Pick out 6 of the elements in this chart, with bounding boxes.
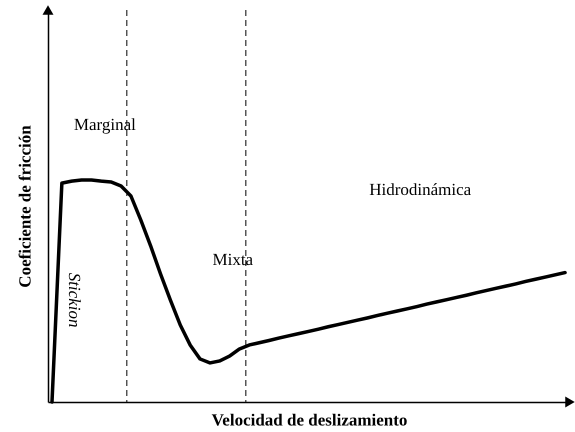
annotation: Hidrodinámica [369, 180, 472, 199]
text: Marginal [74, 115, 136, 134]
annotation: Mixta [212, 250, 254, 270]
x-axis-title: Velocidad de deslizamiento [212, 410, 408, 430]
annotation: Stickion [65, 272, 84, 328]
y-axis-title: Coeficiente de fricción [16, 124, 34, 288]
